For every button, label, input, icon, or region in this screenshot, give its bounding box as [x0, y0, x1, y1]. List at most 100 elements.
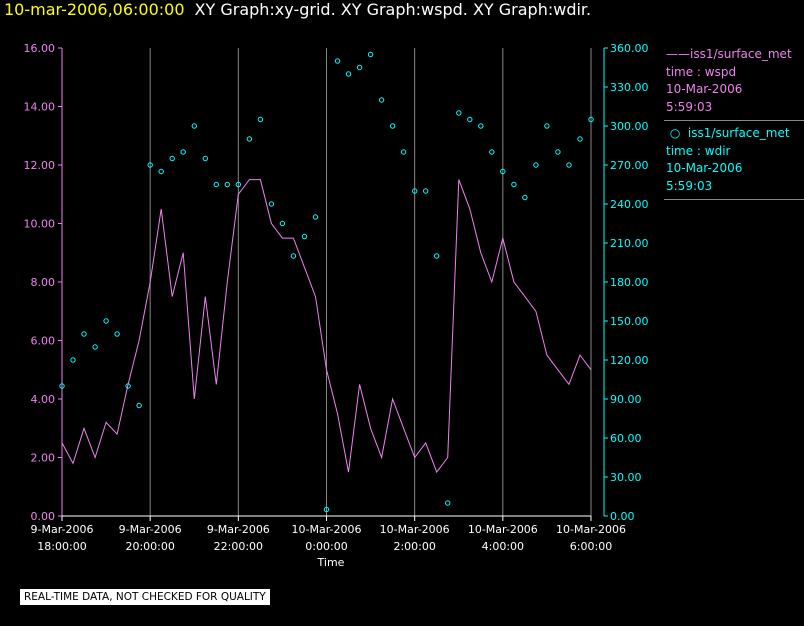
y-left-tick-label: 12.00 — [24, 159, 56, 172]
legend-wspd-source: ——iss1/surface_met — [666, 47, 792, 61]
x-tick-label-time: 6:00:00 — [570, 540, 612, 553]
y-left-tick-label: 10.00 — [24, 218, 56, 231]
y-left-tick-label: 6.00 — [31, 335, 56, 348]
wdir-point — [389, 123, 396, 129]
x-tick-label-time: 22:00:00 — [214, 540, 263, 553]
legend-divider — [664, 120, 804, 121]
circle-marker-icon: ○ — [666, 126, 688, 140]
y-left-tick-label: 16.00 — [24, 42, 56, 55]
title-graph-list: XY Graph:xy-grid. XY Graph:wspd. XY Grap… — [194, 0, 592, 19]
wdir-point — [246, 136, 253, 142]
wdir-point — [114, 331, 120, 337]
tick-labels: 0.00 2.00 4.00 6.00 8.00 10.00 12.00 14.00 16.00… — [24, 42, 649, 553]
wdir-point — [500, 168, 506, 175]
wdir-point — [81, 331, 87, 337]
wdir-point — [378, 97, 385, 103]
wdir-point — [290, 253, 297, 259]
wdir-point — [180, 149, 186, 155]
wdir-point — [213, 181, 220, 188]
y-right-tick-label: 360.00 — [610, 42, 649, 55]
title-timestamp: 10-mar-2006,06:00:00 — [4, 0, 185, 19]
wdir-point — [279, 220, 286, 227]
x-tick-label-time: 4:00:00 — [482, 540, 524, 553]
wspd-series — [61, 179, 592, 474]
legend-wspd: ——iss1/surface_met time : wspd 10-Mar-20… — [664, 46, 804, 117]
wdir-point — [224, 181, 231, 188]
wdir-point — [588, 116, 594, 123]
wdir-point — [301, 233, 308, 240]
wdir-point — [412, 188, 418, 194]
x-axis-title: Time — [317, 556, 345, 569]
legend-wdir-date: 10-Mar-2006 — [666, 161, 743, 175]
y-right-tick-label: 210.00 — [610, 237, 649, 250]
wdir-point — [103, 318, 109, 324]
y-right-tick-label: 150.00 — [610, 315, 649, 328]
x-tick-label-date: 10-Mar-2006 — [292, 523, 362, 536]
data-quality-notice: REAL-TIME DATA, NOT CHECKED FOR QUALITY — [20, 589, 270, 605]
wdir-point — [235, 181, 242, 188]
grid-lines — [61, 48, 592, 516]
wdir-point — [533, 162, 539, 168]
wdir-point — [522, 194, 528, 201]
wdir-point — [147, 162, 153, 168]
wdir-point — [577, 136, 583, 142]
legend-wdir-time: 5:59:03 — [666, 178, 713, 193]
y-left-tick-label: 4.00 — [31, 393, 56, 406]
y-left-tick-label: 2.00 — [31, 452, 56, 465]
wdir-point — [59, 383, 65, 389]
y-right-tick-label: 330.00 — [610, 81, 649, 94]
wdir-point — [334, 58, 341, 64]
legend-wdir: ○ iss1/surface_met time : wdir 10-Mar-20… — [664, 125, 804, 196]
x-tick-label-time: 0:00:00 — [305, 540, 347, 553]
wdir-point — [445, 500, 451, 506]
wdir-series — [59, 51, 594, 513]
legend-wdir-var: time : wdir — [666, 143, 731, 158]
y-right-tick-label: 30.00 — [610, 471, 642, 484]
wdir-point — [456, 110, 462, 116]
x-tick-label-date: 9-Mar-2006 — [119, 523, 182, 536]
x-tick-label-date: 10-Mar-2006 — [556, 523, 626, 536]
wdir-point — [92, 344, 98, 350]
wdir-point — [202, 155, 209, 162]
wdir-point — [544, 123, 550, 129]
y-right-tick-label: 240.00 — [610, 198, 649, 211]
wdir-point — [70, 357, 76, 363]
wdir-point — [467, 116, 473, 123]
legend-divider — [664, 199, 804, 200]
wdir-point — [555, 149, 561, 155]
legend-wspd-time: 5:59:03 — [666, 99, 713, 114]
wdir-point — [434, 253, 440, 259]
wdir-point — [511, 181, 517, 188]
y-right-tick-label: 300.00 — [610, 120, 649, 133]
y-right-tick-label: 60.00 — [610, 432, 642, 445]
wdir-point — [169, 155, 175, 162]
y-right-tick-label: 270.00 — [610, 159, 649, 172]
x-tick-label-time: 2:00:00 — [393, 540, 435, 553]
y-left-tick-label: 14.00 — [24, 101, 56, 114]
wdir-point — [323, 506, 330, 513]
wdir-point — [268, 201, 275, 207]
wdir-point — [191, 123, 198, 129]
title-bar: 10-mar-2006,06:00:00 XY Graph:xy-grid. XY… — [4, 0, 591, 19]
x-tick-label-time: 18:00:00 — [37, 540, 86, 553]
wdir-point — [257, 116, 264, 123]
y-right-tick-label: 120.00 — [610, 354, 649, 367]
wdir-point — [489, 149, 495, 155]
y-right-tick-label: 0.00 — [610, 510, 635, 523]
wdir-point — [125, 383, 131, 389]
x-tick-label-time: 20:00:00 — [125, 540, 174, 553]
legend-wdir-source: ○ iss1/surface_met — [666, 126, 790, 140]
wdir-point — [478, 123, 484, 129]
x-tick-label-date: 9-Mar-2006 — [31, 523, 94, 536]
wdir-point — [356, 64, 363, 71]
y-right-tick-label: 90.00 — [610, 393, 642, 406]
wdir-point — [400, 149, 407, 155]
wdir-point — [367, 51, 374, 58]
wdir-point — [566, 162, 572, 168]
wspd-line — [61, 179, 592, 474]
axes — [58, 47, 608, 521]
legend-wspd-date: 10-Mar-2006 — [666, 82, 743, 96]
x-tick-label-date: 10-Mar-2006 — [380, 523, 450, 536]
legend-wspd-var: time : wspd — [666, 64, 737, 79]
